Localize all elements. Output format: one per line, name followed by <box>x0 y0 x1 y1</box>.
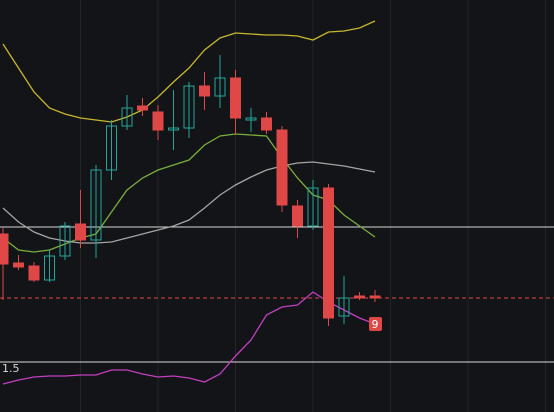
candle-body <box>44 255 55 281</box>
candle-body <box>59 225 71 257</box>
candle-body <box>230 77 241 119</box>
candle-body <box>152 111 164 131</box>
candle-body <box>338 297 350 317</box>
indicator-line <box>2 161 376 244</box>
candle-body <box>245 117 257 121</box>
indicator-line <box>2 291 376 385</box>
candle-body <box>199 85 210 97</box>
value-badge <box>369 317 382 331</box>
candle-body <box>75 223 86 241</box>
value-label: 9 <box>372 318 379 331</box>
level-label: 1.5 <box>2 362 20 375</box>
candle-body <box>276 129 288 206</box>
candle-body <box>183 85 195 129</box>
grid <box>80 0 546 412</box>
candle-body <box>106 125 117 171</box>
candle-body <box>168 127 179 131</box>
candle-body <box>13 262 24 268</box>
candle-body <box>137 105 148 111</box>
candle-body <box>369 295 381 299</box>
candle-body <box>0 233 9 265</box>
indicator-line <box>2 20 376 123</box>
candle-body <box>307 187 319 227</box>
candle-body <box>121 107 133 127</box>
candle-body <box>28 265 40 281</box>
candle-body <box>261 117 272 131</box>
candle-body <box>354 295 365 299</box>
indicator-line <box>2 133 376 253</box>
candle-body <box>90 169 102 241</box>
candle-body <box>214 77 226 97</box>
candle-body <box>292 205 303 227</box>
candle-body <box>323 187 334 319</box>
